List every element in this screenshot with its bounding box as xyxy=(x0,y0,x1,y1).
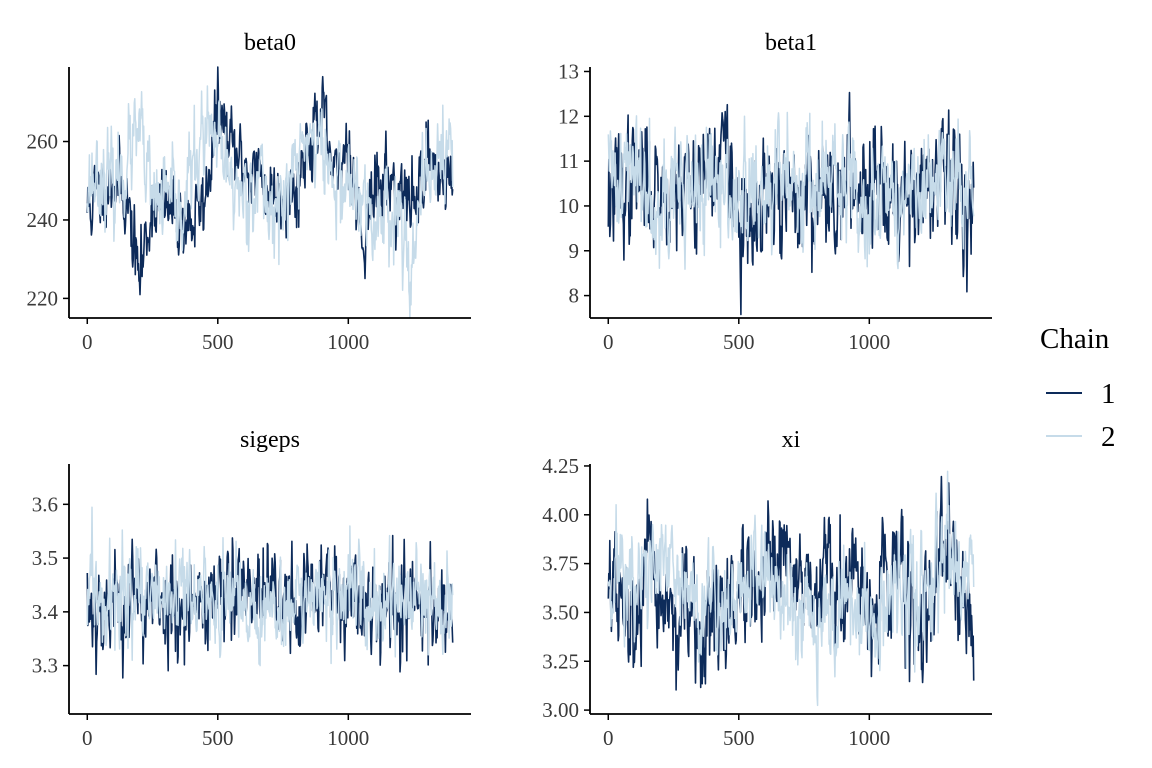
legend: Chain 1 2 xyxy=(1040,323,1116,453)
trace-sigeps-chain-2 xyxy=(86,506,454,667)
y-tick-label: 3.25 xyxy=(542,649,579,673)
panel-title-xi: xi xyxy=(782,427,801,453)
y-tick-label: 3.4 xyxy=(32,600,59,624)
x-tick-label: 0 xyxy=(82,726,93,750)
panel-title-beta0: beta0 xyxy=(244,30,296,56)
y-tick-label: 3.00 xyxy=(542,698,579,722)
y-tick-label: 8 xyxy=(569,284,580,308)
x-tick-label: 0 xyxy=(603,330,614,354)
x-tick-label: 500 xyxy=(723,330,755,354)
panel-beta1: beta1 0 500 1000 8 9 10 11 12 13 xyxy=(558,30,992,354)
y-tick-label: 10 xyxy=(558,194,579,218)
panel-beta0: beta0 0 500 1000 220 240 260 xyxy=(27,30,471,354)
y-tick-label: 3.3 xyxy=(32,654,58,678)
x-tick-label: 0 xyxy=(82,330,93,354)
panel-xi: xi 0 500 1000 3.00 3.25 3.50 3.75 4.00 4.25 xyxy=(542,427,992,750)
x-tick-label: 500 xyxy=(723,726,755,750)
x-tick-label: 1000 xyxy=(327,726,369,750)
y-tick-label: 220 xyxy=(27,286,59,310)
trace-xi-chain-2 xyxy=(607,470,975,707)
y-tick-label: 240 xyxy=(27,208,59,232)
trace-beta0-chain-2 xyxy=(86,85,454,319)
y-tick-label: 3.5 xyxy=(32,546,58,570)
y-tick-label: 13 xyxy=(558,59,579,83)
y-tick-label: 11 xyxy=(559,149,579,173)
y-tick-label: 260 xyxy=(27,130,59,154)
x-tick-label: 500 xyxy=(202,330,234,354)
y-tick-label: 4.25 xyxy=(542,454,579,478)
legend-title: Chain xyxy=(1040,323,1110,355)
x-tick-label: 1000 xyxy=(848,330,890,354)
panel-title-beta1: beta1 xyxy=(765,30,817,56)
y-tick-label: 9 xyxy=(569,239,580,263)
y-tick-label: 4.00 xyxy=(542,503,579,527)
panel-sigeps: sigeps 0 500 1000 3.3 3.4 3.5 3.6 xyxy=(32,427,471,750)
y-tick-label: 3.6 xyxy=(32,492,58,516)
x-tick-label: 1000 xyxy=(327,330,369,354)
y-tick-label: 12 xyxy=(558,104,579,128)
x-tick-label: 1000 xyxy=(848,726,890,750)
y-tick-label: 3.50 xyxy=(542,600,579,624)
legend-label-chain-2: 2 xyxy=(1101,421,1116,453)
panels-group: beta0 0 500 1000 220 240 260 beta1 0 500 1000 8 9 10 1… xyxy=(27,30,992,750)
trace-beta1-chain-2 xyxy=(607,111,975,270)
panel-title-sigeps: sigeps xyxy=(240,427,300,453)
x-tick-label: 500 xyxy=(202,726,234,750)
legend-label-chain-1: 1 xyxy=(1101,378,1116,410)
y-tick-label: 3.75 xyxy=(542,552,579,576)
x-tick-label: 0 xyxy=(603,726,614,750)
